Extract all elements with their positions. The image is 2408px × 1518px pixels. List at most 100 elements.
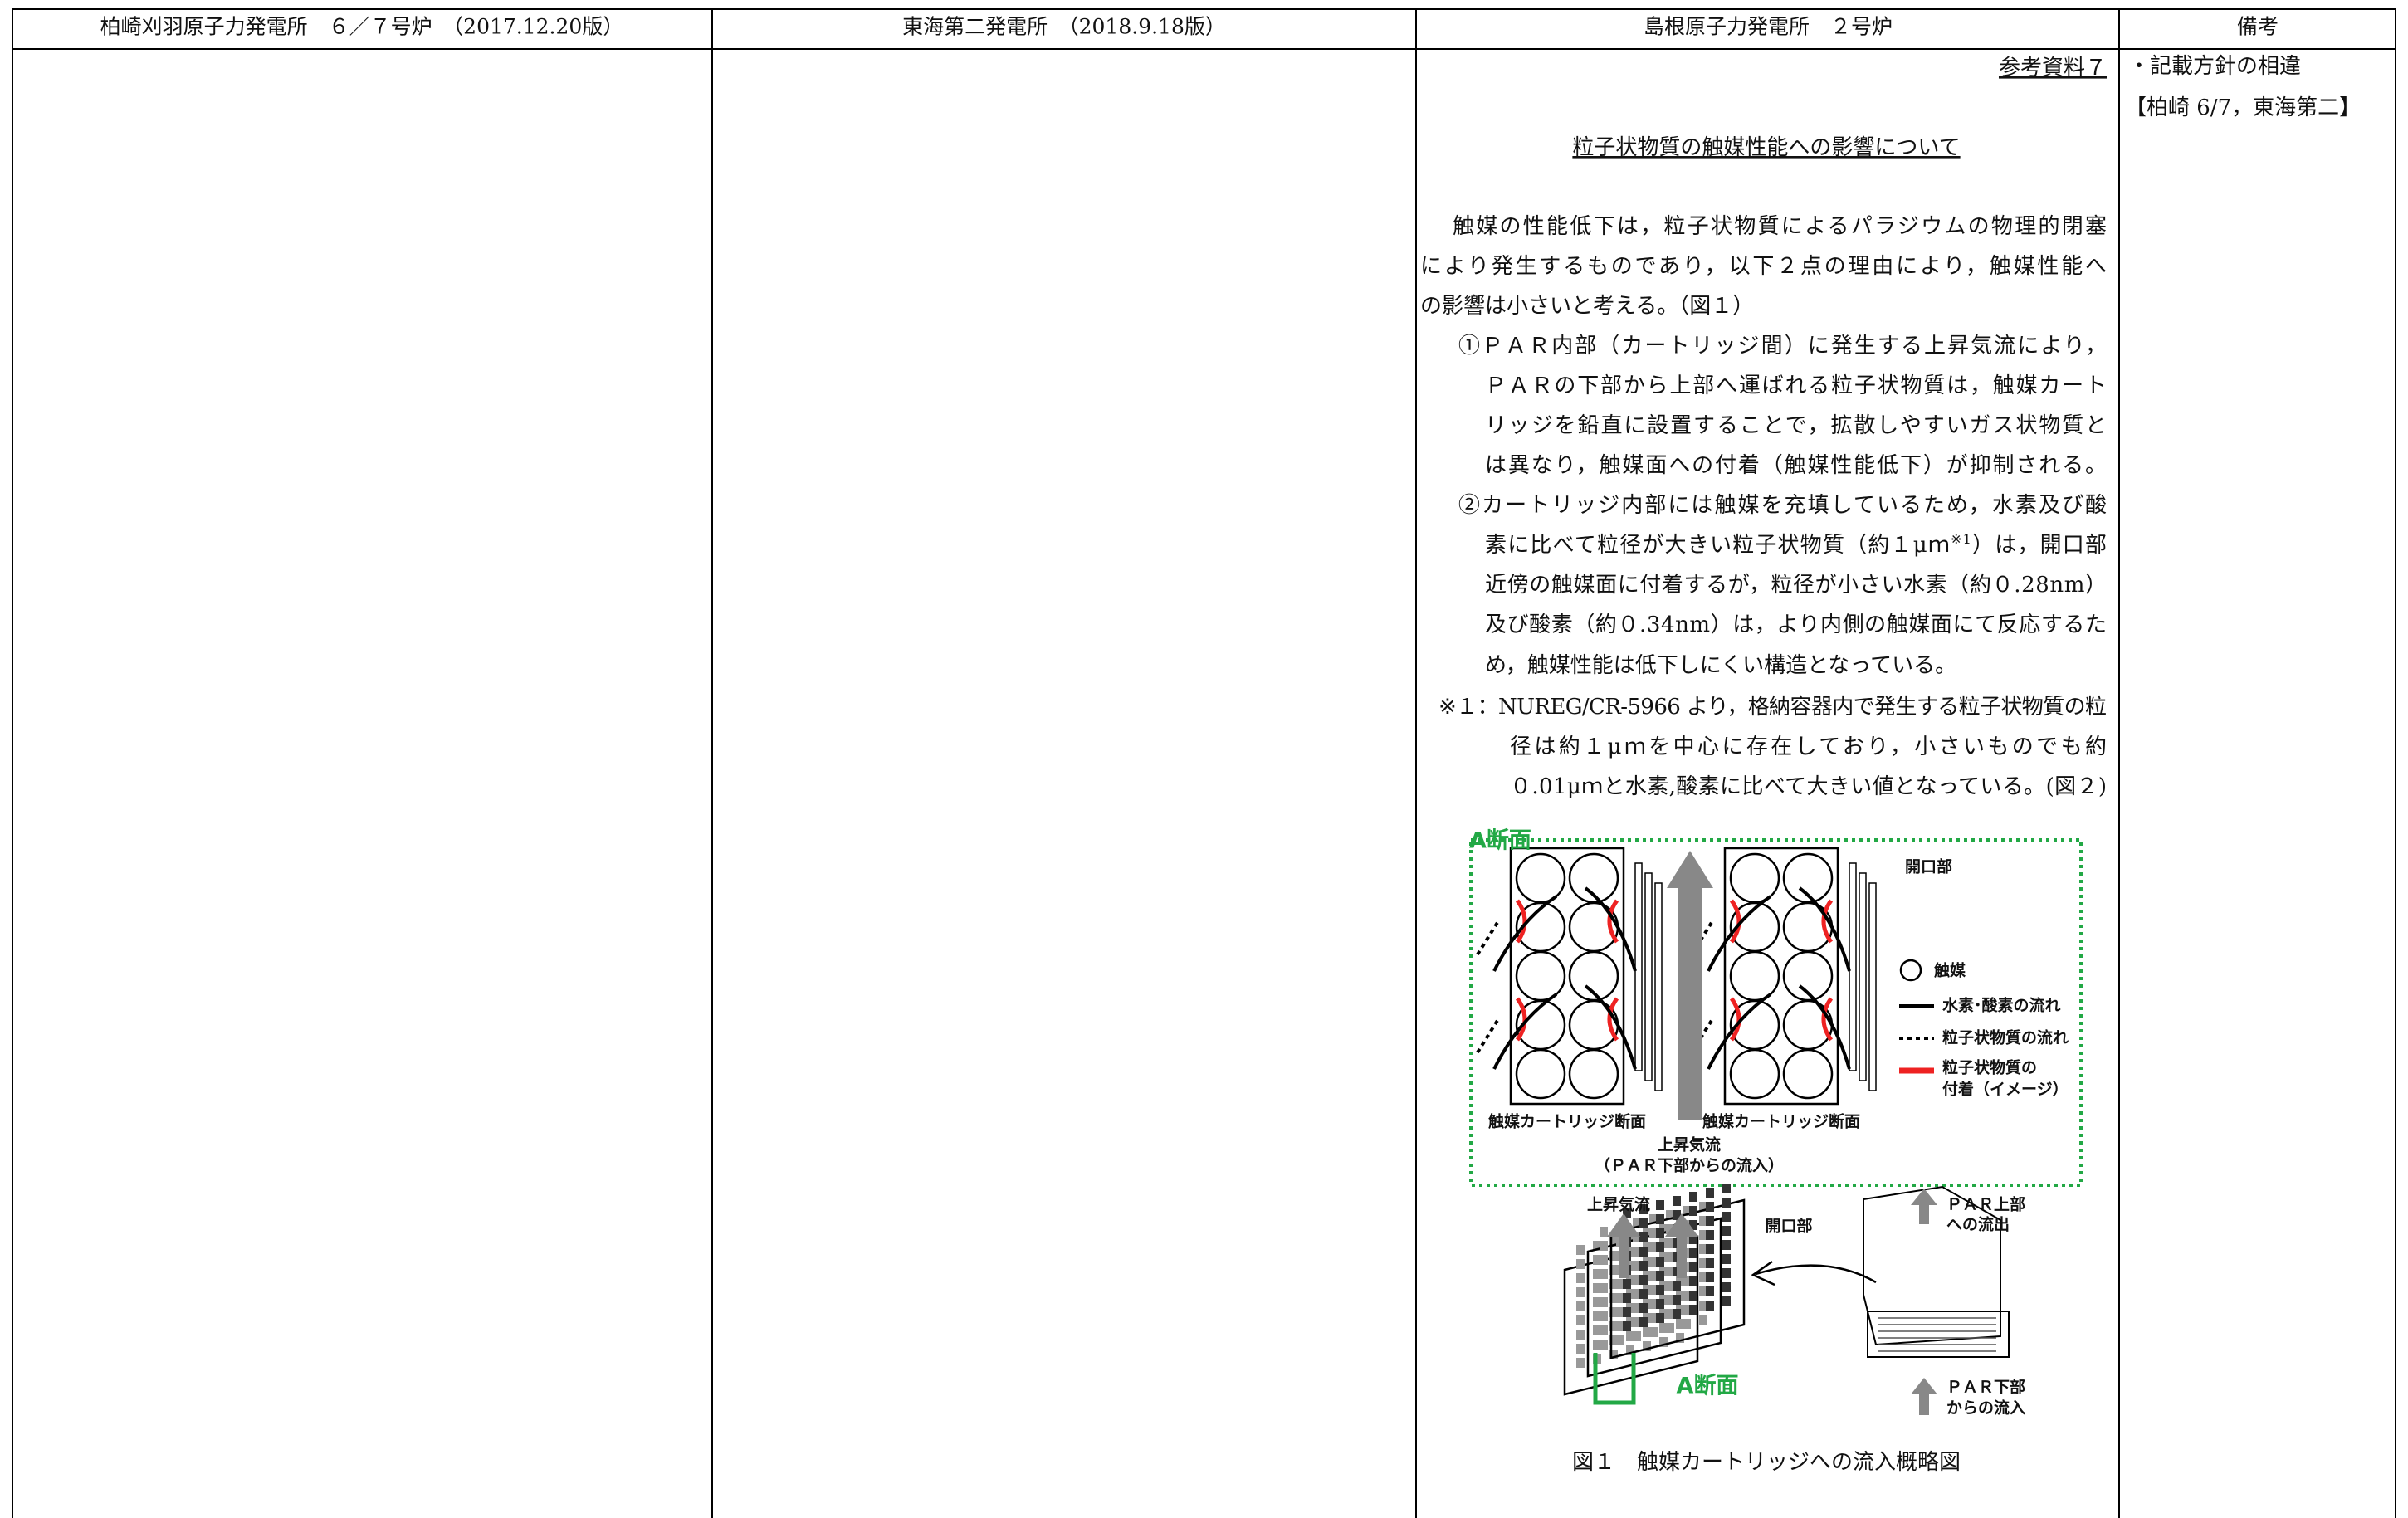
panel-hole (1722, 1198, 1731, 1208)
panel-hole (1649, 1285, 1658, 1295)
panel-hole (1576, 1301, 1585, 1311)
panel-hole (1633, 1303, 1641, 1313)
panel-hole (1722, 1282, 1731, 1292)
par-box (1863, 1185, 2001, 1346)
panel-hole (1666, 1323, 1674, 1333)
panel-hole (1639, 1275, 1648, 1285)
figure-label: 粒子状物質の (1942, 1058, 2037, 1077)
panel-hole (1676, 1333, 1684, 1343)
panel-hole (1623, 1293, 1631, 1303)
panel-hole (1699, 1244, 1707, 1254)
panel-hole (1649, 1327, 1658, 1337)
panel-hole (1689, 1291, 1697, 1301)
panel-hole (1616, 1279, 1624, 1289)
panel-hole (1616, 1293, 1624, 1303)
body-line: により発生するものであり，以下２点の理由により，触媒性能へ (1420, 254, 2107, 279)
panel-hole (1666, 1224, 1674, 1234)
panel (1609, 1198, 1746, 1359)
flow-arrow (1584, 886, 1637, 972)
panel-hole (1639, 1317, 1648, 1327)
panel-hole (1633, 1317, 1641, 1327)
panel-hole (1706, 1216, 1714, 1226)
panel-hole (1706, 1286, 1714, 1296)
panel-hole (1722, 1296, 1731, 1306)
panel-hole (1600, 1241, 1608, 1251)
updraft-arrow (1667, 851, 1713, 1120)
panel-hole (1593, 1241, 1601, 1251)
panel-hole (1576, 1259, 1585, 1269)
deposit (1729, 899, 1741, 944)
catalyst (1515, 950, 1566, 1002)
body-line: は異なり，触媒面への付着（触媒性能低下）が抑制される。 (1485, 453, 2107, 478)
panel-hole (1689, 1234, 1697, 1244)
panel-hole (1639, 1232, 1648, 1242)
figure: A断面開口部触媒水素･酸素の流れ粒子状物質の流れ粒子状物質の付着（イメージ）触媒… (1469, 828, 2069, 1418)
panel-hole (1689, 1262, 1697, 1272)
flow-arrow (1798, 984, 1851, 1070)
body-line: 近傍の触媒面に付着するが，粒径が小さい水素（約０.28nm） (1485, 573, 2107, 598)
panel-hole (1639, 1261, 1648, 1271)
panel-hole (1616, 1307, 1624, 1317)
panel-hole (1623, 1321, 1631, 1331)
panel-hole (1722, 1268, 1731, 1278)
panel-hole (1676, 1319, 1684, 1329)
pointer-arrow (1755, 1264, 1877, 1284)
catalyst (1729, 950, 1780, 1002)
panel-hole (1600, 1325, 1608, 1335)
catalyst (1568, 1048, 1619, 1100)
panel-hole (1609, 1279, 1618, 1289)
panel-hole (1600, 1311, 1608, 1321)
panel-hole (1683, 1276, 1691, 1286)
panel-hole (1699, 1230, 1707, 1240)
panel-hole (1639, 1204, 1648, 1214)
panel-hole (1689, 1276, 1697, 1286)
body-line: ②カートリッジ内部には触媒を充填しているため，水素及び酸 (1458, 493, 2107, 518)
header-cell: 柏崎刈羽原子力発電所 ６／７号炉 （2017.12.20版） (100, 15, 624, 39)
panel-hole (1673, 1281, 1681, 1291)
figure-label: 付着（イメージ） (1942, 1080, 2069, 1099)
panel-strip (1644, 872, 1653, 1081)
panel-hole (1699, 1216, 1707, 1226)
remark: ・記載方針の相違 (2128, 54, 2301, 79)
panel-strip (1849, 862, 1857, 1071)
figure-label: A断面 (1677, 1374, 1739, 1399)
panel-hole (1689, 1220, 1697, 1230)
particle-arrow (1690, 920, 1714, 956)
panel-hole (1699, 1301, 1707, 1311)
panel-hole (1616, 1335, 1624, 1345)
figure-label: ＰＡＲ下部 (1946, 1378, 2025, 1397)
figure-label: ＰＡＲ上部 (1946, 1195, 2025, 1214)
panel-hole (1643, 1327, 1651, 1337)
deposit (1729, 997, 1741, 1042)
panel-strip (1868, 882, 1877, 1091)
panel-hole (1656, 1271, 1664, 1281)
panel-hole (1656, 1285, 1664, 1295)
panel-hole (1649, 1257, 1658, 1267)
panel-hole (1649, 1228, 1658, 1238)
panel-hole (1600, 1283, 1608, 1293)
header-cell: 備考 (2237, 15, 2279, 39)
panel-hole (1656, 1214, 1664, 1224)
panel-hole (1623, 1279, 1631, 1289)
body-line: リッジを鉛直に設置することで，拡散しやすいガス状物質と (1485, 413, 2107, 438)
panel-hole (1706, 1272, 1714, 1282)
panel-hole (1600, 1340, 1608, 1350)
panel-hole (1649, 1242, 1658, 1252)
panel-hole (1689, 1192, 1697, 1202)
panel-hole (1656, 1257, 1664, 1267)
particle-arrow (1476, 1018, 1500, 1054)
panel-hole (1706, 1258, 1714, 1268)
figure-label: への流出 (1946, 1215, 2010, 1234)
cartridge-frame (1723, 847, 1839, 1106)
catalyst (1515, 852, 1566, 904)
body-line: 径は約１μｍを中心に存在しており，小さいものでも約 (1510, 735, 2107, 759)
catalyst (1729, 852, 1780, 904)
body-line: の影響は小さいと考える。（図１） (1420, 294, 1754, 319)
panel-hole (1683, 1206, 1691, 1216)
panel-hole (1722, 1212, 1731, 1222)
body-line: ＰＡＲの下部から上部へ運ばれる粒子状物質は，触媒カート (1485, 373, 2107, 398)
panel-hole (1576, 1245, 1585, 1255)
panel-hole (1683, 1319, 1691, 1329)
panel-hole (1656, 1200, 1664, 1210)
figure-label: 粒子状物質の流れ (1942, 1028, 2069, 1047)
